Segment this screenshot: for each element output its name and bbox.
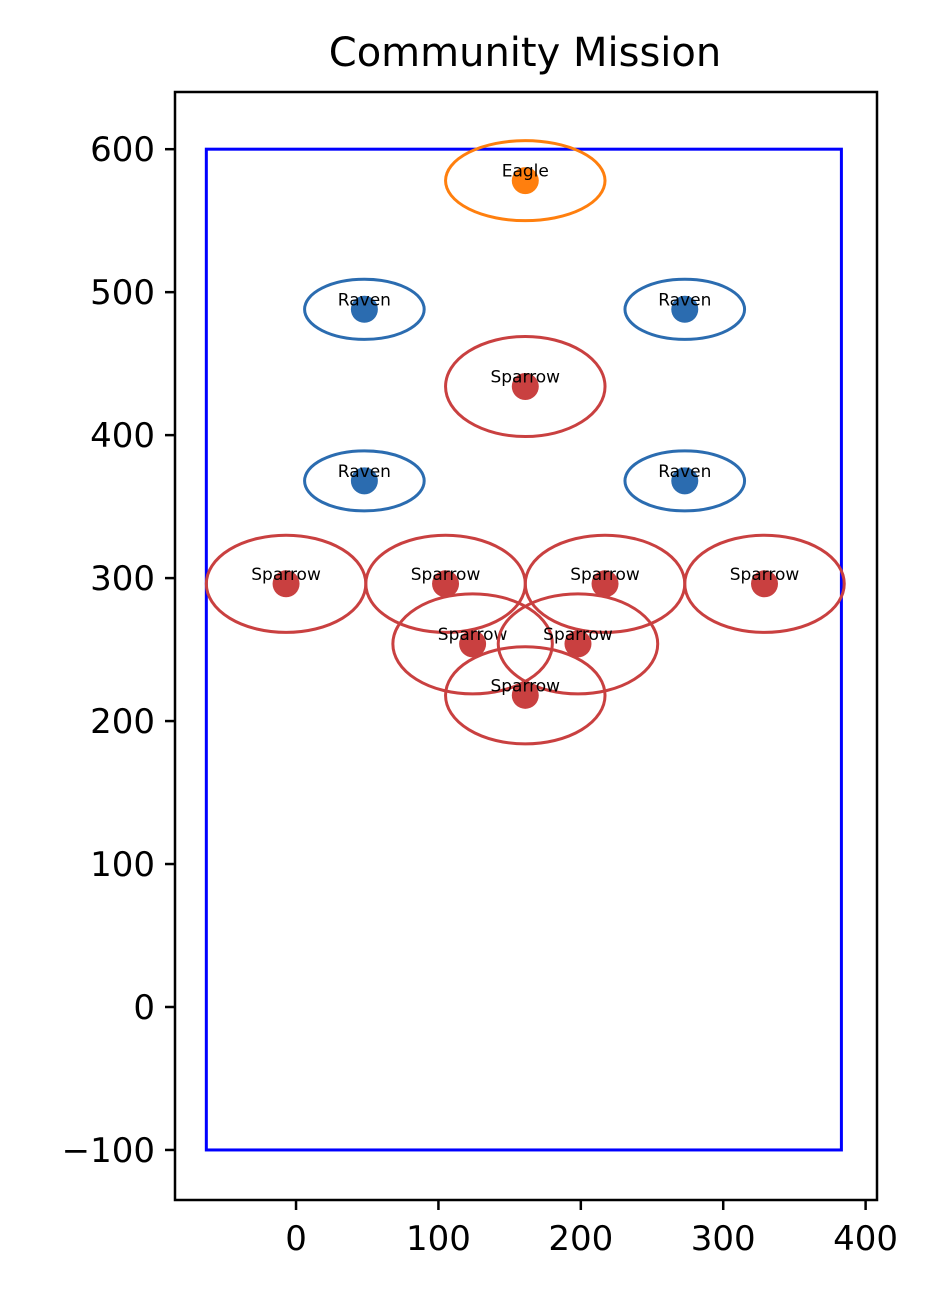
point-label-10: Sparrow <box>438 625 508 645</box>
x-tick-label-4: 400 <box>833 1219 898 1259</box>
range-ellipse-0 <box>444 139 607 223</box>
range-ellipse-3 <box>444 334 607 439</box>
data-point-2 <box>671 295 699 323</box>
range-ellipse-9 <box>683 533 846 634</box>
point-label-3: Sparrow <box>490 368 560 388</box>
data-point-5 <box>671 467 699 495</box>
y-tick-label-1: 0 <box>133 988 155 1028</box>
boundary-rectangle <box>204 147 843 1152</box>
y-tick-label-2: 100 <box>90 845 155 885</box>
y-tick-label-7: 600 <box>90 130 155 170</box>
y-tick-label-6: 500 <box>90 273 155 313</box>
point-label-11: Sparrow <box>543 625 613 645</box>
range-ellipse-4 <box>303 449 426 513</box>
data-point-8 <box>591 570 619 598</box>
chart-title: Community Mission <box>329 30 721 76</box>
data-point-7 <box>432 570 460 598</box>
axes-frame <box>173 90 879 1202</box>
data-point-1 <box>350 295 378 323</box>
x-tick-label-1: 100 <box>406 1219 471 1259</box>
range-ellipse-11 <box>496 592 660 696</box>
y-tick-label-4: 300 <box>90 559 155 599</box>
x-tick-label-0: 0 <box>285 1219 307 1259</box>
plot-area: Eagle Raven Raven Sparrow Raven Raven Sparrow S… <box>204 139 846 1152</box>
data-point-12 <box>511 681 539 709</box>
range-ellipse-1 <box>303 277 426 341</box>
range-ellipse-2 <box>623 277 747 341</box>
point-label-2: Raven <box>658 290 711 310</box>
point-label-8: Sparrow <box>570 565 640 585</box>
point-label-1: Raven <box>338 290 391 310</box>
point-label-7: Sparrow <box>411 565 481 585</box>
point-label-12: Sparrow <box>490 676 560 696</box>
range-ellipse-5 <box>623 449 747 513</box>
range-ellipse-10 <box>391 592 554 696</box>
point-label-9: Sparrow <box>730 565 800 585</box>
range-ellipse-12 <box>444 645 607 746</box>
data-point-4 <box>350 467 378 495</box>
y-tick-label-5: 400 <box>90 416 155 456</box>
y-tick-label-0: −100 <box>62 1131 155 1171</box>
data-point-11 <box>564 630 592 658</box>
axes: 0 100 200 300 400 −100 0 100 200 300 400 500 600 <box>62 90 898 1259</box>
x-tick-label-3: 300 <box>691 1219 756 1259</box>
data-point-0 <box>511 167 539 195</box>
point-label-4: Raven <box>338 462 391 482</box>
x-tick-label-2: 200 <box>548 1219 613 1259</box>
point-label-5: Raven <box>658 462 711 482</box>
data-point-3 <box>511 373 539 401</box>
data-point-6 <box>272 570 300 598</box>
point-label-6: Sparrow <box>251 565 321 585</box>
point-label-0: Eagle <box>502 162 549 182</box>
data-point-10 <box>459 630 487 658</box>
y-tick-label-3: 200 <box>90 702 155 742</box>
data-point-9 <box>751 570 779 598</box>
